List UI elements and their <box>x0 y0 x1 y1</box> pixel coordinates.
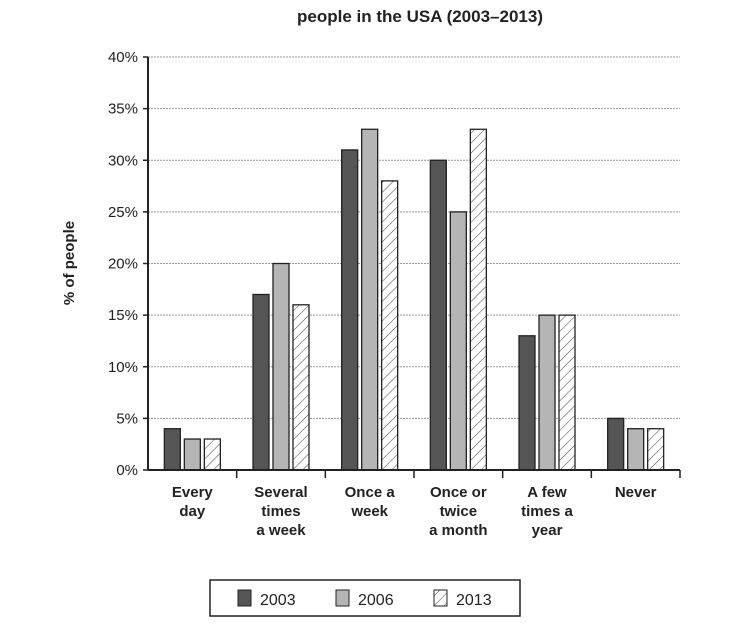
x-tick-label: Once a <box>345 484 396 501</box>
legend-label: 2003 <box>260 592 296 609</box>
legend: 2003 2006 2013 <box>209 579 521 617</box>
x-tick-label: twice <box>440 503 478 520</box>
legend-box <box>209 579 521 617</box>
bar-2013 <box>469 128 487 471</box>
bar-2006 <box>183 438 201 471</box>
x-tick-label: Every <box>172 484 214 501</box>
legend-swatch-2003 <box>237 589 252 607</box>
y-tick-label: 15% <box>108 307 138 324</box>
y-tick-label: 25% <box>108 204 138 221</box>
y-tick-label: 40% <box>108 49 138 66</box>
bar-2013 <box>203 438 221 471</box>
bar-2003 <box>341 149 359 471</box>
y-tick-label: 0% <box>116 462 138 479</box>
y-tick-label: 5% <box>116 410 138 427</box>
bar-2003 <box>252 293 270 471</box>
bar-2006 <box>538 314 556 471</box>
x-tick-label: times a <box>521 503 573 520</box>
x-tick-label: a month <box>429 522 487 539</box>
bar-2013 <box>647 428 665 471</box>
legend-swatch-2006 <box>335 589 350 607</box>
x-tick-label: times <box>261 503 300 520</box>
bar-2006 <box>272 262 290 471</box>
y-tick-label: 35% <box>108 101 138 118</box>
y-tick-label: 30% <box>108 152 138 169</box>
x-tick-label: Once or <box>430 484 487 501</box>
y-tick-label: 20% <box>108 256 138 273</box>
x-tick-label: Never <box>615 484 657 501</box>
bar-2003 <box>518 335 536 471</box>
x-tick-label: day <box>179 503 206 520</box>
x-tick-label: a week <box>256 522 306 539</box>
legend-label: 2006 <box>358 592 394 609</box>
bar-2006 <box>627 428 645 471</box>
bar-2006 <box>449 211 467 471</box>
y-tick-label: 10% <box>108 359 138 376</box>
bar-2003 <box>429 159 447 471</box>
bar-2013 <box>292 304 310 471</box>
bar-2003 <box>163 428 181 471</box>
x-tick-label: A few <box>527 484 567 501</box>
legend-swatch-2013 <box>433 589 448 607</box>
bar-2006 <box>361 128 379 471</box>
bar-2013 <box>558 314 576 471</box>
legend-label: 2013 <box>456 592 492 609</box>
x-tick-label: Several <box>254 484 307 501</box>
y-axis-label: % of people <box>61 221 78 305</box>
chart-title: people in the USA (2003–2013) <box>297 7 543 26</box>
bar-2003 <box>607 417 625 471</box>
bar-2013 <box>381 180 399 471</box>
x-tick-label: year <box>532 522 563 539</box>
x-tick-label: week <box>350 503 388 520</box>
